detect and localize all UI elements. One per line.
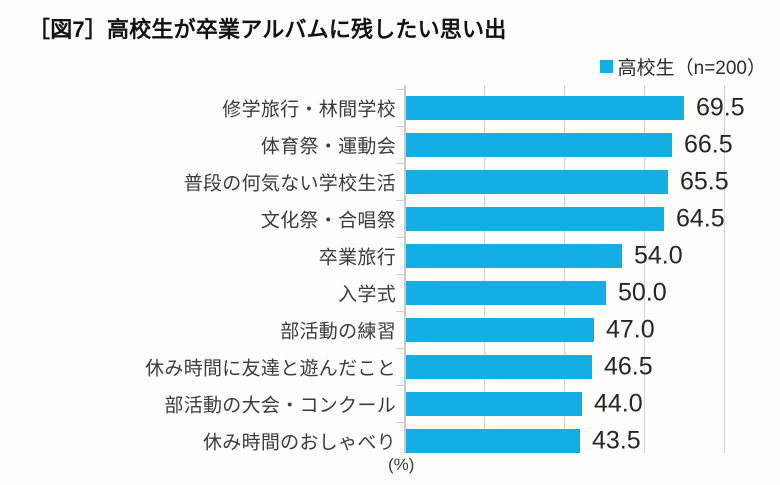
value-label: 47.0	[606, 315, 655, 343]
value-label: 66.5	[684, 130, 733, 158]
bar[interactable]	[406, 169, 668, 194]
chart-row: 入学式 50.0	[0, 274, 780, 311]
value-label: 65.5	[680, 167, 729, 195]
bar[interactable]	[406, 354, 592, 379]
value-label: 69.5	[696, 93, 745, 121]
category-label: 修学旅行・林間学校	[222, 99, 396, 120]
legend-swatch-icon	[599, 60, 613, 73]
chart-row: 部活動の大会・コンクール 44.0	[0, 385, 780, 422]
category-label: 文化祭・合唱祭	[260, 210, 396, 231]
bar[interactable]	[406, 132, 672, 157]
category-label: 体育祭・運動会	[260, 136, 396, 157]
value-label: 43.5	[592, 426, 641, 454]
plot-area: 修学旅行・林間学校 69.5 体育祭・運動会 66.5 普段の何気ない学校生活 65.5 文…	[0, 85, 780, 460]
category-label: 入学式	[338, 284, 396, 305]
value-label: 64.5	[676, 204, 725, 232]
chart-row: 部活動の練習 47.0	[0, 311, 780, 348]
bar[interactable]	[406, 391, 582, 416]
category-label: 休み時間のおしゃべり	[202, 432, 396, 453]
bar[interactable]	[406, 243, 622, 268]
category-label: 普段の何気ない学校生活	[183, 173, 396, 194]
bar[interactable]	[406, 280, 606, 305]
bar[interactable]	[406, 95, 684, 120]
bar[interactable]	[406, 206, 664, 231]
category-label: 休み時間に友達と遊んだこと	[145, 358, 396, 379]
bar[interactable]	[406, 428, 580, 453]
chart-row: 休み時間に友達と遊んだこと 46.5	[0, 348, 780, 385]
category-label: 卒業旅行	[318, 247, 396, 268]
chart-row: 文化祭・合唱祭 64.5	[0, 200, 780, 237]
bar-rows: 修学旅行・林間学校 69.5 体育祭・運動会 66.5 普段の何気ない学校生活 65.5 文…	[0, 85, 780, 460]
axis-unit-label: (%)	[388, 455, 415, 474]
chart-row: 普段の何気ない学校生活 65.5	[0, 163, 780, 200]
category-label: 部活動の練習	[280, 321, 396, 342]
value-label: 46.5	[604, 352, 653, 380]
value-label: 50.0	[618, 278, 667, 306]
legend-label: 高校生（n=200）	[617, 58, 766, 79]
chart-legend: 高校生（n=200）	[599, 53, 766, 80]
page-title: ［図7］高校生が卒業アルバムに残したい思い出	[28, 17, 507, 42]
value-label: 44.0	[594, 389, 643, 417]
chart-row: 体育祭・運動会 66.5	[0, 126, 780, 163]
chart-row: 休み時間のおしゃべり 43.5	[0, 422, 780, 459]
chart-row: 卒業旅行 54.0	[0, 237, 780, 274]
chart-row: 修学旅行・林間学校 69.5	[0, 89, 780, 126]
value-label: 54.0	[634, 241, 683, 269]
category-label: 部活動の大会・コンクール	[164, 395, 396, 416]
bar[interactable]	[406, 317, 594, 342]
